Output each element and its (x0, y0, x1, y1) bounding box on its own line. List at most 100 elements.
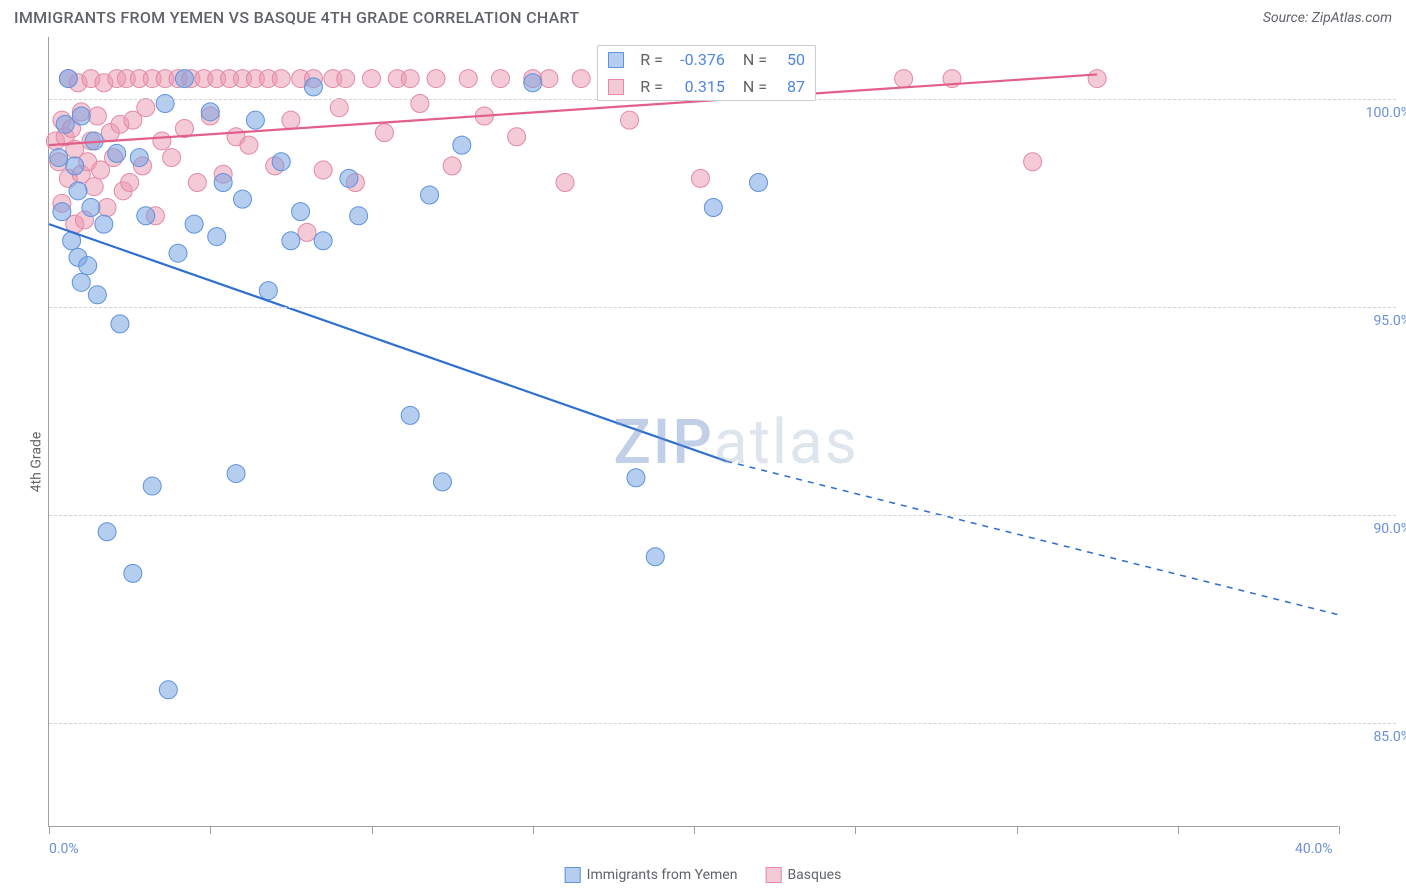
data-point-series2 (1024, 153, 1042, 171)
stats-legend-row: R = 0.315 N = 87 (598, 73, 815, 100)
data-point-series1 (524, 74, 542, 92)
data-point-series1 (433, 473, 451, 491)
data-point-series2 (240, 136, 258, 154)
data-point-series1 (259, 282, 277, 300)
x-tick-label: 0.0% (49, 841, 79, 857)
data-point-series1 (421, 186, 439, 204)
data-point-series2 (137, 99, 155, 117)
data-point-series1 (56, 115, 74, 133)
x-tick (533, 826, 534, 834)
data-point-series1 (79, 257, 97, 275)
data-point-series1 (95, 215, 113, 233)
legend-swatch-series2 (765, 867, 781, 883)
data-point-series2 (427, 70, 445, 88)
data-point-series1 (66, 157, 84, 175)
data-point-series1 (627, 469, 645, 487)
data-point-series1 (169, 244, 187, 262)
y-tick-label: 95.0% (1341, 313, 1406, 329)
data-point-series1 (185, 215, 203, 233)
legend-item: Immigrants from Yemen (565, 867, 738, 883)
data-point-series1 (227, 465, 245, 483)
legend-label: Basques (787, 867, 841, 883)
gridline (49, 515, 1396, 516)
data-point-series2 (85, 178, 103, 196)
data-point-series1 (314, 232, 332, 250)
data-point-series1 (111, 315, 129, 333)
data-point-series2 (621, 111, 639, 129)
data-point-series2 (459, 70, 477, 88)
plot-area: 85.0%90.0%95.0%100.0%0.0%40.0%ZIPatlasR … (48, 37, 1338, 827)
x-tick (1178, 826, 1179, 834)
data-point-series1 (704, 198, 722, 216)
data-point-series1 (159, 681, 177, 699)
data-point-series2 (1088, 70, 1106, 88)
data-point-series2 (282, 111, 300, 129)
legend-swatch-series1 (565, 867, 581, 883)
legend-item: Basques (765, 867, 841, 883)
x-tick (1339, 826, 1340, 834)
r-value: -0.376 (673, 50, 725, 69)
data-point-series2 (363, 70, 381, 88)
data-point-series1 (82, 198, 100, 216)
data-point-series2 (314, 161, 332, 179)
data-point-series1 (130, 149, 148, 167)
y-tick-label: 90.0% (1341, 521, 1406, 537)
gridline (49, 307, 1396, 308)
regression-line-series1 (49, 224, 726, 461)
data-point-series1 (750, 174, 768, 192)
data-point-series1 (124, 564, 142, 582)
data-point-series2 (492, 70, 510, 88)
data-point-series1 (272, 153, 290, 171)
x-tick (372, 826, 373, 834)
data-point-series1 (401, 406, 419, 424)
data-point-series1 (282, 232, 300, 250)
x-tick (1017, 826, 1018, 834)
stats-legend-row: R = -0.376 N = 50 (598, 46, 815, 73)
data-point-series2 (98, 198, 116, 216)
data-point-series1 (350, 207, 368, 225)
y-tick-label: 85.0% (1341, 729, 1406, 745)
x-tick (855, 826, 856, 834)
x-tick-label: 40.0% (1295, 841, 1333, 857)
data-point-series1 (143, 477, 161, 495)
data-point-series2 (375, 124, 393, 142)
source-name: ZipAtlas.com (1312, 10, 1392, 26)
data-point-series1 (175, 70, 193, 88)
gridline (49, 723, 1396, 724)
data-point-series1 (108, 144, 126, 162)
data-point-series1 (53, 203, 71, 221)
data-point-series1 (304, 78, 322, 96)
data-point-series2 (153, 132, 171, 150)
data-point-series2 (88, 107, 106, 125)
data-point-series2 (401, 70, 419, 88)
n-label: N = (743, 50, 767, 69)
x-tick (49, 826, 50, 834)
y-tick-label: 100.0% (1341, 105, 1406, 121)
data-point-series2 (895, 70, 913, 88)
data-point-series1 (246, 111, 264, 129)
data-point-series1 (137, 207, 155, 225)
data-point-series1 (72, 273, 90, 291)
data-point-series2 (121, 174, 139, 192)
n-label: N = (743, 77, 767, 96)
data-point-series2 (188, 174, 206, 192)
r-value: 0.315 (673, 77, 725, 96)
data-point-series1 (646, 548, 664, 566)
data-point-series2 (508, 128, 526, 146)
n-value: 50 (777, 50, 805, 69)
data-point-series2 (163, 149, 181, 167)
n-value: 87 (777, 77, 805, 96)
data-point-series1 (214, 174, 232, 192)
data-point-series1 (201, 103, 219, 121)
r-label: R = (640, 50, 663, 69)
y-axis-label: 4th Grade (28, 432, 44, 493)
data-point-series1 (88, 286, 106, 304)
legend-bottom: Immigrants from Yemen Basques (565, 867, 842, 883)
data-point-series1 (59, 70, 77, 88)
data-point-series1 (292, 203, 310, 221)
data-point-series1 (50, 149, 68, 167)
r-label: R = (640, 77, 663, 96)
data-point-series1 (208, 228, 226, 246)
data-point-series2 (272, 70, 290, 88)
stats-legend: R = -0.376 N = 50 R = 0.315 N = 87 (597, 45, 816, 101)
